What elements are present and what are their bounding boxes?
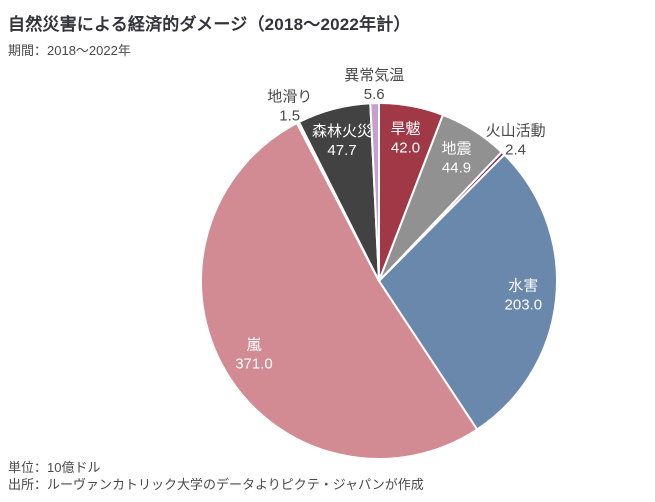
pie-value-earthquake: 44.9 xyxy=(442,159,471,176)
pie-label-earthquake: 地震 xyxy=(441,140,471,157)
pie-label-forest-fire: 森林火災 xyxy=(312,123,372,140)
pie-label-drought: 旱魃 xyxy=(390,120,420,137)
chart-title: 自然災害による経済的ダメージ（2018～2022年計） xyxy=(8,15,411,34)
chart-header: 自然災害による経済的ダメージ（2018～2022年計） 期間：2018～2022… xyxy=(8,10,411,59)
pie-slice-storm xyxy=(200,121,479,460)
pie-label-storm: 嵐 xyxy=(246,336,261,353)
pie-slice-abnormal-temperature xyxy=(369,101,380,282)
pie-label-abnormal-temperature: 異常気温 xyxy=(344,67,404,84)
chart-footer: 単位：10億ドル 出所：ルーヴァンカトリック大学のデータよりピクテ・ジャパンが作… xyxy=(8,459,424,493)
pie-value-flood: 203.0 xyxy=(505,296,543,313)
pie-value-volcanic-activity: 2.4 xyxy=(505,141,526,158)
pie-value-forest-fire: 47.7 xyxy=(327,142,356,159)
pie-value-abnormal-temperature: 5.6 xyxy=(364,86,385,103)
pie-value-storm: 371.0 xyxy=(235,355,273,372)
source-note: 出所：ルーヴァンカトリック大学のデータよりピクテ・ジャパンが作成 xyxy=(8,477,424,492)
pie-label-flood: 水害 xyxy=(508,277,538,294)
pie-value-drought: 42.0 xyxy=(391,139,420,156)
unit-note: 単位：10億ドル xyxy=(8,460,101,475)
chart-period: 期間：2018～2022年 xyxy=(8,43,131,58)
pie-label-volcanic-activity: 火山活動 xyxy=(486,122,546,139)
pie-value-landslide: 1.5 xyxy=(279,107,300,124)
pie-label-landslide: 地滑り xyxy=(267,88,312,105)
pie-slice-flood xyxy=(377,153,558,431)
